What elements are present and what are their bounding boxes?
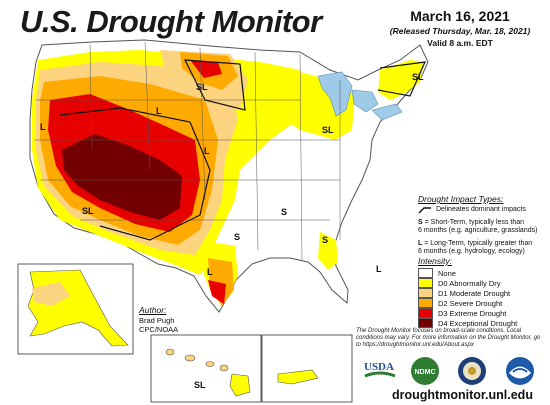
legend-row-none: None <box>418 268 456 278</box>
impact-legend: Delineates dominant impacts S = Short-Te… <box>418 206 548 257</box>
legend-swatch-d1 <box>418 288 433 298</box>
legend-row-d1: D1 Moderate Drought <box>418 288 510 298</box>
d0-area-southeast <box>318 232 338 270</box>
d4-area-southwest <box>62 134 182 220</box>
intensity-legend: None D0 Abnormally Dry D1 Moderate Droug… <box>418 268 548 330</box>
map-label-sl-northeast: SL <box>412 72 424 82</box>
legend-label-d3: D3 Extreme Drought <box>438 308 507 318</box>
impact-boundaries <box>59 59 426 241</box>
legend-label-none: None <box>438 268 456 278</box>
impact-line-desc: Delineates dominant impacts <box>436 206 526 213</box>
ndmc-logo-text: NDMC <box>415 369 436 376</box>
monitor-url[interactable]: droughtmonitor.unl.edu <box>392 388 533 402</box>
legend-label-d0: D0 Abnormally Dry <box>438 278 501 288</box>
map-label-l-california: L <box>40 122 46 132</box>
impact-types-title: Drought Impact Types: <box>418 194 504 204</box>
usda-logo-text: USDA <box>364 361 394 373</box>
map-label-s-texas: S <box>234 232 240 242</box>
d3-area-texas <box>208 280 226 304</box>
disclaimer-text: The Drought Monitor focuses on broad-sca… <box>356 328 541 349</box>
map-label-s-arkansas: S <box>281 207 287 217</box>
map-title: U.S. Drought Monitor <box>20 4 322 39</box>
legend-swatch-d2 <box>418 298 433 308</box>
impact-s-desc-2: 6 months (e.g. agriculture, grasslands) <box>418 227 538 234</box>
impact-l-key: L <box>418 239 423 247</box>
state-boundaries <box>34 41 341 261</box>
legend-label-d2: D2 Severe Drought <box>438 298 503 308</box>
map-date: March 16, 2021 <box>410 8 510 24</box>
impact-s-desc: S = Short-Term, typically less than 6 mon… <box>418 219 548 236</box>
d3-area-montana <box>190 60 222 78</box>
map-label-sl-ohio: SL <box>322 125 334 135</box>
map-label-s-southeast: S <box>322 235 328 245</box>
great-lakes <box>317 71 403 121</box>
legend-swatch-d0 <box>418 278 433 288</box>
impact-l-desc: L = Long-Term, typically greater than 6 m… <box>418 240 548 257</box>
legend-label-d4: D4 Exceptional Drought <box>438 318 518 328</box>
release-date: (Released Thursday, Mar. 18, 2021) <box>389 26 531 36</box>
hawaii-islands <box>165 348 251 397</box>
map-label-sl-southwest: SL <box>82 206 94 216</box>
legend-swatch-none <box>418 268 433 278</box>
map-label-sl-plains: SL <box>196 82 208 92</box>
puerto-rico-inset <box>261 334 353 403</box>
legend-swatch-d4 <box>418 318 433 328</box>
puerto-rico-shape <box>277 369 319 385</box>
ndmc-logo-icon: NDMC <box>410 356 440 386</box>
d0-area-northeast <box>378 60 424 100</box>
legend-row-d2: D2 Severe Drought <box>418 298 502 308</box>
legend-row-d3: D3 Extreme Drought <box>418 308 506 318</box>
alaska-d1 <box>32 282 70 306</box>
impact-line-row: Delineates dominant impacts <box>418 206 548 215</box>
author-title: Author: <box>139 305 167 315</box>
legend-row-d4: D4 Exceptional Drought <box>418 318 517 328</box>
map-label-l-florida: L <box>376 264 382 274</box>
noaa-logo-icon <box>505 356 535 386</box>
map-label-l-texas: L <box>207 267 213 277</box>
impact-l-desc-1: = Long-Term, typically greater than <box>422 239 533 247</box>
commerce-seal-icon <box>457 356 487 386</box>
impact-l-desc-2: 6 months (e.g. hydrology, ecology) <box>418 248 525 255</box>
impact-line-icon <box>418 207 431 214</box>
author-name: Brad Pugh <box>139 316 175 325</box>
map-label-sl-hawaii: SL <box>194 380 206 390</box>
legend-label-d1: D1 Moderate Drought <box>438 288 511 298</box>
legend-row-d0: D0 Abnormally Dry <box>418 278 501 288</box>
map-label-l-wyoming: L <box>156 106 162 116</box>
impact-s-key: S <box>418 218 423 226</box>
intensity-title: Intensity: <box>418 256 453 266</box>
author-org: CPC/NOAA <box>139 325 179 334</box>
valid-time: Valid 8 a.m. EDT <box>427 38 493 48</box>
usda-logo-icon: USDA <box>363 356 396 386</box>
impact-s-desc-1: = Short-Term, typically less than <box>422 218 525 226</box>
legend-swatch-d3 <box>418 308 433 318</box>
map-label-l-colorado: L <box>204 146 210 156</box>
